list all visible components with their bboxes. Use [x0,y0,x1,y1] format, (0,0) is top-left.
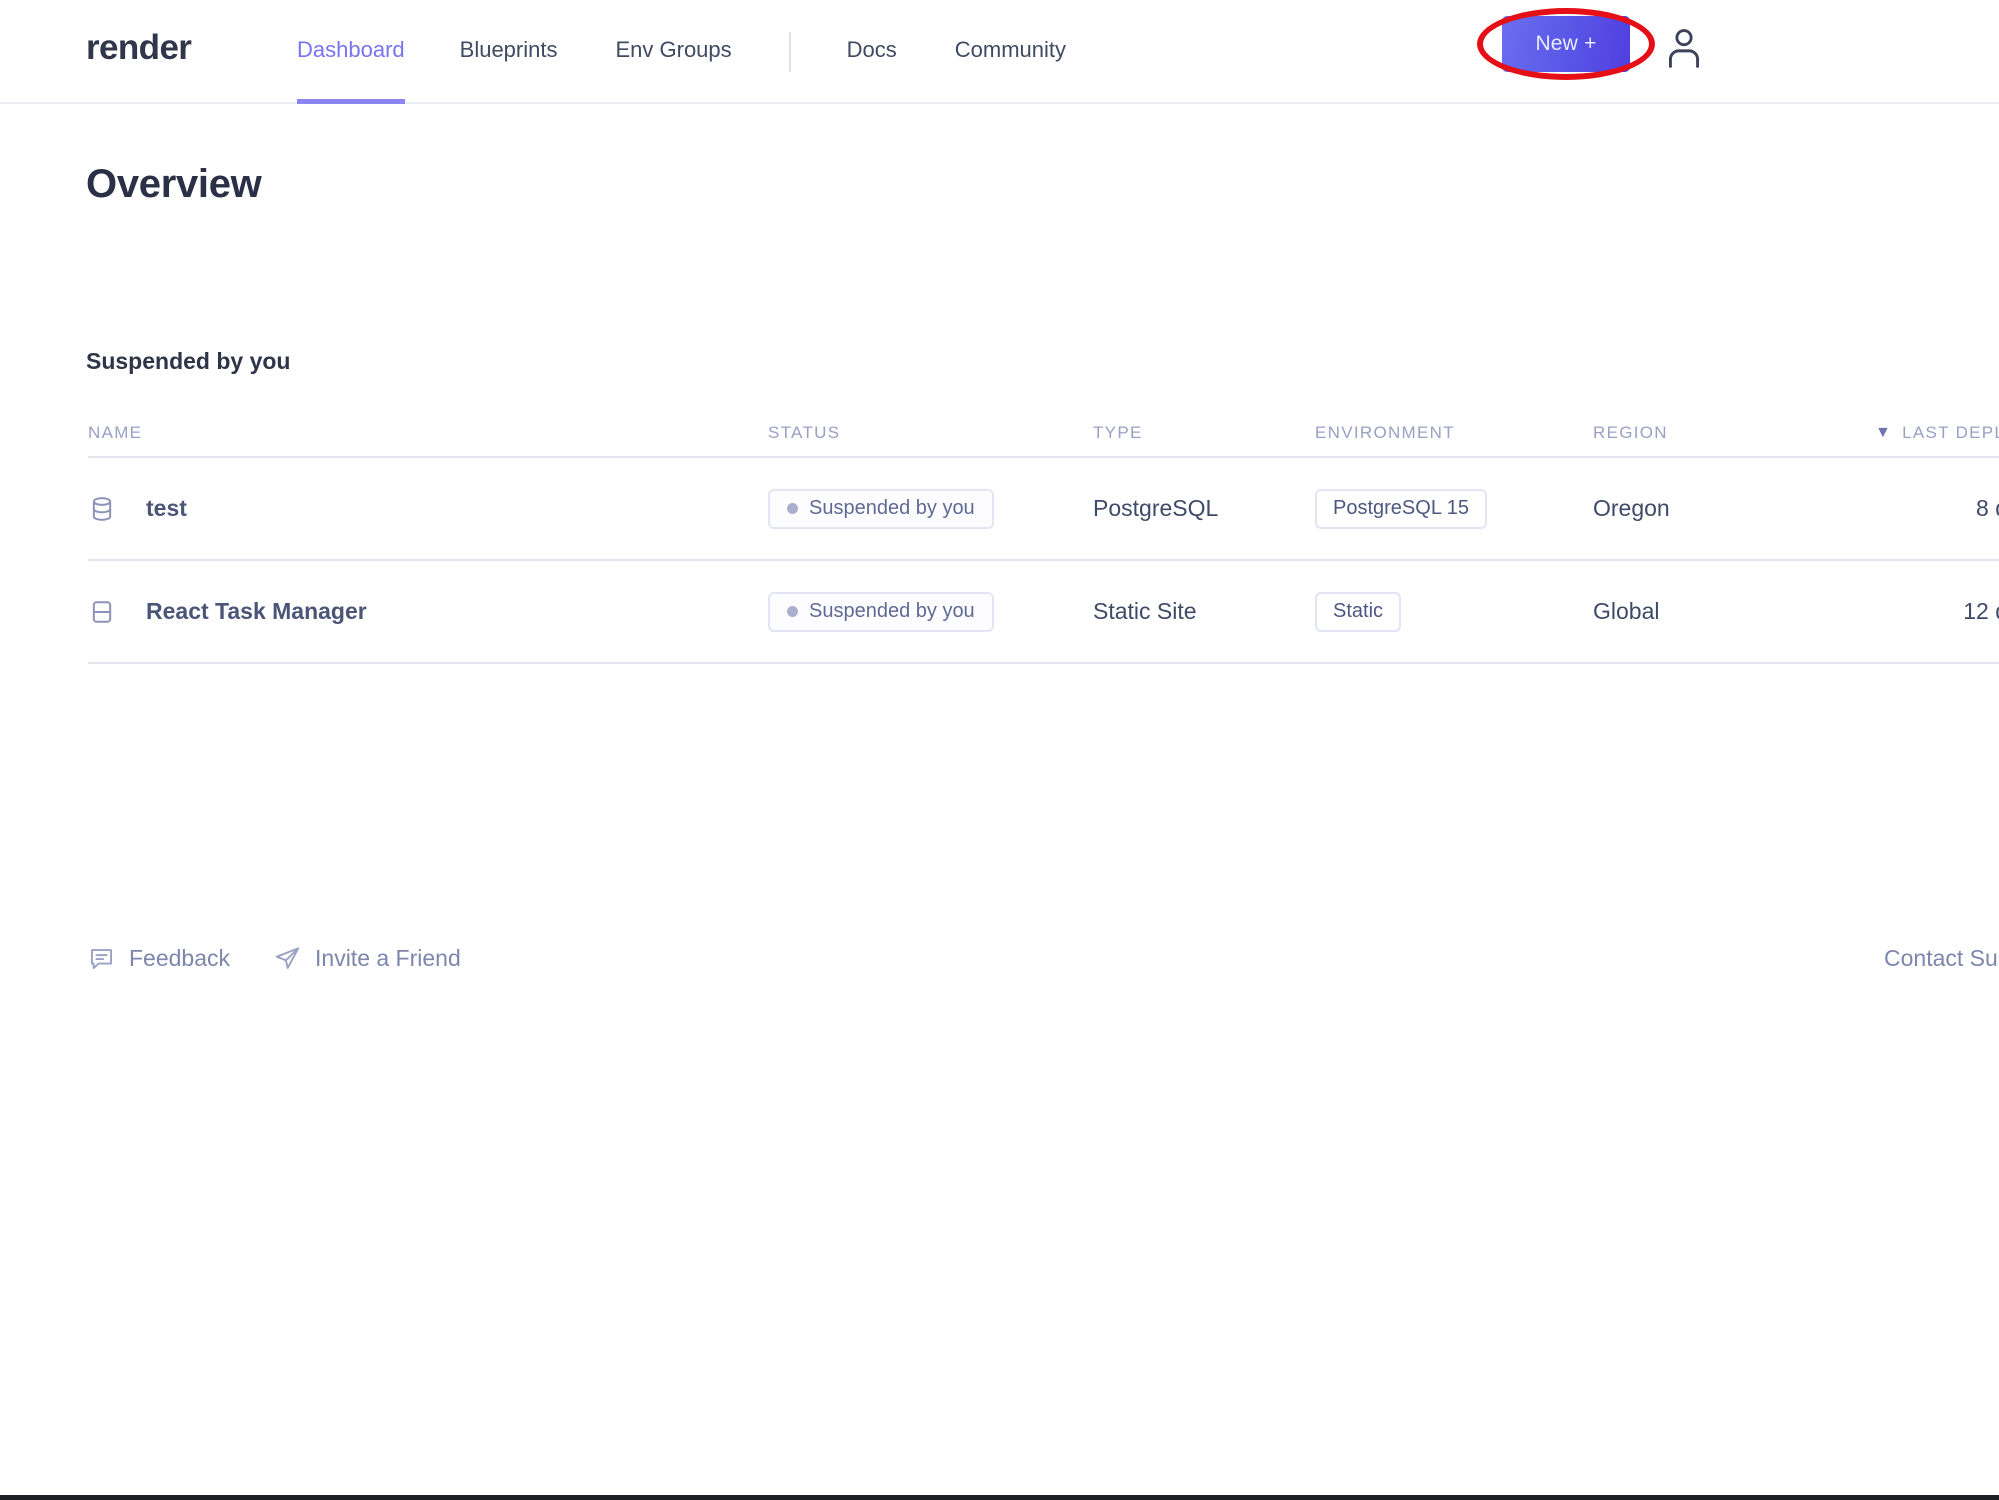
nav-item-env-groups[interactable]: Env Groups [615,37,732,62]
service-link-test[interactable]: test [146,495,187,521]
column-header-last-deploy-label: LAST DEPLOY [1902,423,1999,442]
user-avatar-icon[interactable] [1664,26,1704,68]
feedback-button[interactable]: Feedback [88,945,230,972]
page-title: Overview [86,162,262,206]
invite-friend-label: Invite a Friend [315,945,461,971]
column-header-name[interactable]: NAME [88,423,143,442]
status-dot-icon [787,503,798,514]
type-value: PostgreSQL [1093,495,1219,521]
cell-type: Static Site [1093,598,1315,625]
sort-descending-icon: ▼ [1875,424,1893,441]
column-header-status[interactable]: STATUS [768,423,841,442]
nav-item-community[interactable]: Community [954,37,1067,62]
page-footer: Feedback Invite a Friend Contact Su [0,945,1999,1005]
status-dot-icon [787,606,798,617]
environment-badge[interactable]: PostgreSQL 15 [1315,488,1488,529]
section-title-suspended: Suspended by you [86,348,291,374]
column-header-environment[interactable]: ENVIRONMENT [1315,423,1455,442]
nav-divider [788,32,791,72]
service-link-react-task-manager[interactable]: React Task Manager [146,598,367,624]
render-logo[interactable]: render [86,28,192,67]
cell-name: test [88,495,768,523]
type-value: Static Site [1093,598,1197,624]
nav-item-blueprints[interactable]: Blueprints [459,37,558,62]
cell-name: React Task Manager [88,598,768,626]
status-badge[interactable]: Suspended by you [768,591,994,632]
cell-region: Oregon [1593,495,1875,522]
column-header-region[interactable]: REGION [1593,423,1668,442]
cell-type: PostgreSQL [1093,495,1315,522]
cell-environment: Static [1315,591,1593,632]
invite-friend-button[interactable]: Invite a Friend [274,945,461,972]
footer-left-group: Feedback Invite a Friend [88,945,461,972]
region-value: Global [1593,598,1660,624]
database-icon [88,495,116,523]
last-deploy-value: 12 days a [1963,598,1999,624]
top-navbar: render Dashboard Blueprints Env Groups D… [0,0,1999,104]
table-row[interactable]: React Task Manager Suspended by you Stat… [88,561,1999,664]
status-badge-label: Suspended by you [809,600,975,622]
cell-last-deploy: 8 days a [1875,495,1999,522]
cell-region: Global [1593,598,1875,625]
column-header-type[interactable]: TYPE [1093,423,1143,442]
feedback-label: Feedback [129,945,231,971]
contact-support-link[interactable]: Contact Su [1884,945,1998,971]
paper-plane-icon [274,945,301,972]
nav-item-docs[interactable]: Docs [846,37,897,62]
status-badge-label: Suspended by you [809,497,975,519]
column-header-last-deploy[interactable]: ▼ LAST DEPLOY [1875,423,1999,443]
cell-status: Suspended by you [768,488,1093,529]
cell-environment: PostgreSQL 15 [1315,488,1593,529]
table-row[interactable]: test Suspended by you PostgreSQL Postgre… [88,458,1999,561]
new-button[interactable]: New + [1502,16,1630,72]
table-header-row: NAME STATUS TYPE ENVIRONMENT REGION ▼ LA… [88,410,1999,458]
services-table: NAME STATUS TYPE ENVIRONMENT REGION ▼ LA… [88,410,1999,664]
nav-item-dashboard[interactable]: Dashboard [297,0,405,104]
environment-badge[interactable]: Static [1315,591,1402,632]
cell-status: Suspended by you [768,591,1093,632]
static-site-icon [88,598,116,626]
chat-bubble-icon [88,945,115,972]
status-badge[interactable]: Suspended by you [768,488,994,529]
cell-last-deploy: 12 days a [1875,598,1999,625]
region-value: Oregon [1593,495,1670,521]
primary-nav: Dashboard Blueprints Env Groups Docs Com… [297,0,1066,104]
last-deploy-value: 8 days a [1976,495,1999,521]
